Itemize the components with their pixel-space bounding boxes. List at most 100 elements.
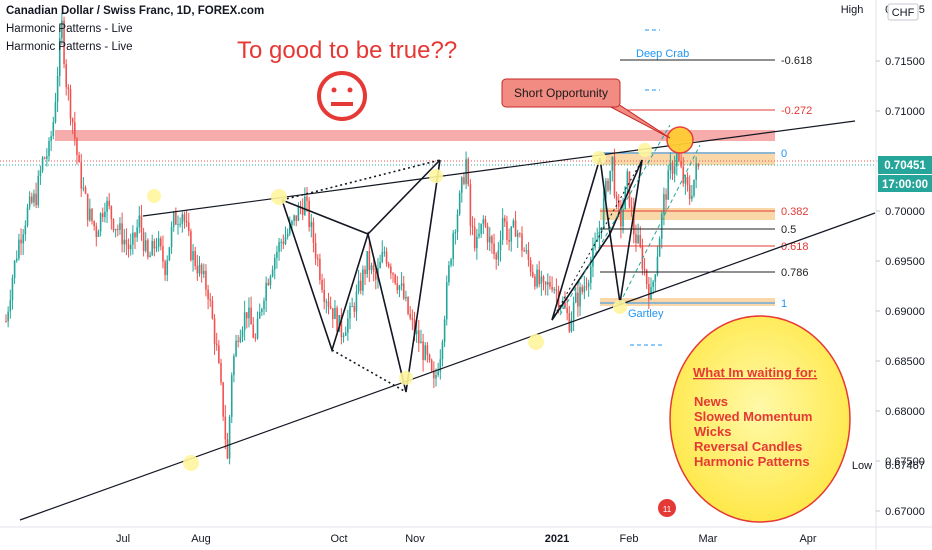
- candle-body: [583, 286, 586, 292]
- indicator-2-label[interactable]: Harmonic Patterns - Live: [6, 41, 133, 53]
- time-tick-label: 2021: [545, 533, 569, 545]
- candle-body: [355, 291, 358, 312]
- pivot-marker: [638, 143, 652, 157]
- candle-body: [222, 382, 224, 417]
- candle-body: [114, 229, 117, 231]
- candle-body: [119, 223, 121, 230]
- candle-body: [48, 140, 50, 157]
- candle-body: [254, 337, 257, 339]
- candle-body: [418, 330, 420, 344]
- candle-body: [645, 269, 648, 284]
- resistance-band: [55, 130, 775, 141]
- candle-body: [471, 225, 474, 227]
- candle-body: [585, 286, 588, 288]
- candle-body: [132, 232, 134, 245]
- candle-body: [351, 306, 353, 308]
- candle-body: [353, 306, 356, 312]
- candle-body: [140, 215, 143, 233]
- deep-crab-label: Deep Crab: [636, 48, 689, 60]
- gartley-label: Gartley: [628, 308, 664, 320]
- time-axis[interactable]: Jul Aug Oct Nov 2021 Feb Mar Apr: [116, 533, 817, 545]
- candle-body: [611, 156, 614, 171]
- candle-body: [99, 213, 102, 232]
- candle-body: [203, 270, 205, 275]
- candle-body: [20, 239, 22, 244]
- candle-body: [129, 244, 132, 250]
- candle-body: [110, 206, 113, 220]
- candle-body: [338, 315, 341, 332]
- price-tick-label: 0.68000: [885, 406, 925, 418]
- candle-body: [123, 239, 126, 245]
- crab-ac-dotted: [331, 349, 407, 393]
- time-tick-label: Aug: [191, 533, 211, 545]
- candle-body: [409, 313, 411, 318]
- candle-body: [278, 242, 280, 252]
- fib-zone-bottom: [600, 298, 775, 306]
- candle-body: [52, 122, 55, 137]
- currency-label: CHF: [892, 7, 915, 19]
- candle-body: [465, 159, 467, 184]
- candle-body: [304, 196, 306, 215]
- candle-body: [125, 239, 128, 245]
- candle-body: [473, 226, 476, 249]
- candle-body: [510, 226, 513, 242]
- pivot-marker: [613, 300, 627, 314]
- reversal-target-circle: [666, 126, 694, 154]
- candle-body: [284, 236, 287, 244]
- candle-body: [230, 375, 233, 417]
- candle-body: [211, 300, 214, 319]
- pivot-marker: [183, 455, 199, 471]
- fib-label-0: 0: [781, 148, 787, 160]
- candle-body: [50, 136, 52, 141]
- candle-body: [658, 238, 661, 257]
- candle-body: [665, 194, 667, 200]
- price-axis[interactable]: 0.715000.710000.705000.700000.695000.690…: [876, 56, 925, 518]
- pivot-marker: [147, 189, 161, 203]
- candle-body: [512, 220, 515, 227]
- candle-body: [437, 371, 439, 375]
- candle-body: [261, 309, 263, 313]
- candle-body: [187, 222, 190, 232]
- candle-body: [155, 246, 158, 249]
- gartley-pattern: [551, 124, 701, 321]
- candle-body: [663, 194, 665, 214]
- pivot-marker: [528, 334, 544, 350]
- candle-body: [375, 271, 377, 280]
- candle-body: [342, 335, 345, 338]
- price-tick-label: 0.69500: [885, 256, 925, 268]
- candle-body: [104, 211, 106, 218]
- candle-body: [458, 192, 461, 215]
- candle-body: [18, 239, 20, 259]
- candle-body: [390, 266, 392, 274]
- candle-body: [22, 234, 24, 244]
- candle-body: [170, 226, 173, 248]
- candle-body: [289, 224, 291, 234]
- candle-body: [237, 340, 239, 342]
- candle-body: [142, 232, 145, 251]
- candle-body: [514, 220, 517, 237]
- symbol-title[interactable]: Canadian Dollar / Swiss Franc, 1D, FOREX…: [6, 5, 264, 17]
- price-tick-label: 0.71500: [885, 56, 925, 68]
- candle-body: [643, 268, 646, 270]
- candle-body: [491, 236, 493, 244]
- currency-badge[interactable]: [887, 3, 919, 21]
- candle-body: [265, 282, 267, 301]
- candle-body: [398, 285, 401, 290]
- indicator-1-label[interactable]: Harmonic Patterns - Live: [6, 23, 133, 35]
- countdown-value: 17:00:00: [882, 179, 928, 191]
- candle-body: [306, 196, 308, 201]
- candle-body: [207, 289, 209, 300]
- candle-body: [667, 170, 669, 200]
- candle-body: [480, 223, 482, 234]
- countdown-badge: [878, 175, 932, 192]
- candle-body: [407, 296, 409, 314]
- candle-body: [295, 215, 298, 221]
- candle-body: [686, 177, 689, 186]
- candle-body: [271, 269, 274, 277]
- candle-body: [452, 233, 454, 260]
- candle-body: [506, 221, 508, 240]
- candle-body: [269, 276, 272, 286]
- pivot-marker: [429, 169, 443, 183]
